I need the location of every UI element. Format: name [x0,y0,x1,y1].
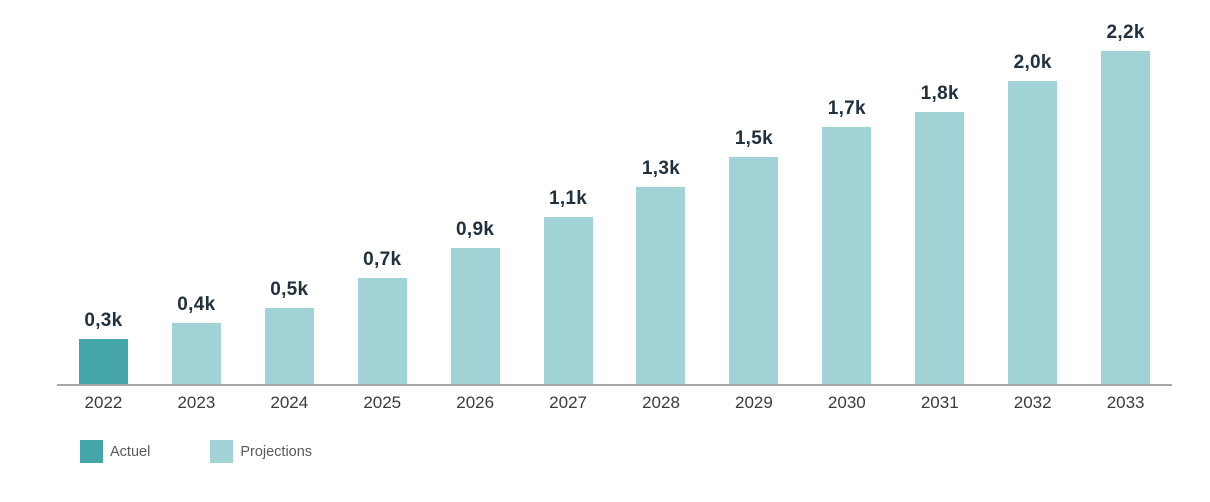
x-tick-2023: 2023 [177,393,216,412]
bar-2026 [450,248,500,384]
x-tick-2026: 2026 [456,393,495,412]
x-tick-2028: 2028 [642,393,680,412]
bar-group-2025: 0,7k [336,249,429,384]
bar-2023 [171,323,221,384]
x-axis: 2022 2023 2024 2025 2026 2027 2028 2029 2030 2031… [57,386,1172,413]
legend-swatch-actuel-icon [80,440,103,463]
plot: 0,3k 0,4k 0,5k 0,7k 0,9k 1,1k 1,3k 1,5k 1,7k 1,8k… [57,11,1172,413]
x-tick-2024: 2024 [270,393,309,412]
x-tick-2032: 2032 [1013,393,1052,412]
plot-area: 0,3k 0,4k 0,5k 0,7k 0,9k 1,1k 1,3k 1,5k 1,7k 1,8k… [57,11,1172,386]
bar-2027 [543,217,593,384]
bar-group-2024: 0,5k [243,279,336,384]
legend-label-projections: Projections [240,443,313,460]
x-tick-2033: 2033 [1106,393,1145,412]
bar-group-2023: 0,4k [150,294,243,384]
legend: Actuel Projections [0,440,1210,463]
x-tick-2027: 2027 [549,393,587,412]
bar-group-2028: 1,3k [615,158,708,384]
bar-group-2029: 1,5k [707,128,800,384]
bar-group-2032: 2,0k [986,52,1079,384]
bar-2029 [729,157,779,384]
bar-value-label-2028: 1,3k [641,158,681,179]
bar-2022 [78,339,128,384]
bar-value-label-2023: 0,4k [177,294,216,315]
x-tick-2025: 2025 [363,393,402,412]
x-tick-2031: 2031 [920,393,959,412]
bar-value-label-2031: 1,8k [920,83,959,104]
bar-group-2031: 1,8k [893,83,986,384]
legend-item-projections: Projections [210,440,312,463]
bar-2031 [915,112,965,384]
bar-value-label-2027: 1,1k [548,188,588,209]
bar-value-label-2026: 0,9k [456,219,495,240]
bar-2030 [822,127,872,384]
legend-item-actuel: Actuel [80,440,150,463]
legend-swatch-projections-icon [210,440,234,463]
legend-label-actuel: Actuel [110,443,151,460]
bar-value-label-2029: 1,5k [734,128,773,149]
bar-2033 [1101,51,1151,384]
x-tick-2022: 2022 [84,393,123,412]
bar-group-2033: 2,2k [1079,22,1172,384]
bar-group-2030: 1,7k [800,98,893,384]
bar-group-2022: 0,3k [57,310,150,384]
bar-2025 [357,278,407,384]
bar-value-label-2024: 0,5k [270,279,309,300]
bar-2024 [264,308,314,384]
bar-value-label-2033: 2,2k [1106,22,1145,43]
bar-value-label-2030: 1,7k [827,98,866,119]
bar-2028 [636,187,686,384]
bar-group-2026: 0,9k [429,219,522,384]
x-tick-2029: 2029 [735,393,773,412]
bar-2032 [1008,81,1058,384]
bar-value-label-2025: 0,7k [363,249,402,270]
x-tick-2030: 2030 [827,393,866,412]
bar-value-label-2022: 0,3k [84,310,123,331]
bar-value-label-2032: 2,0k [1013,52,1052,73]
bar-group-2027: 1,1k [522,188,615,384]
